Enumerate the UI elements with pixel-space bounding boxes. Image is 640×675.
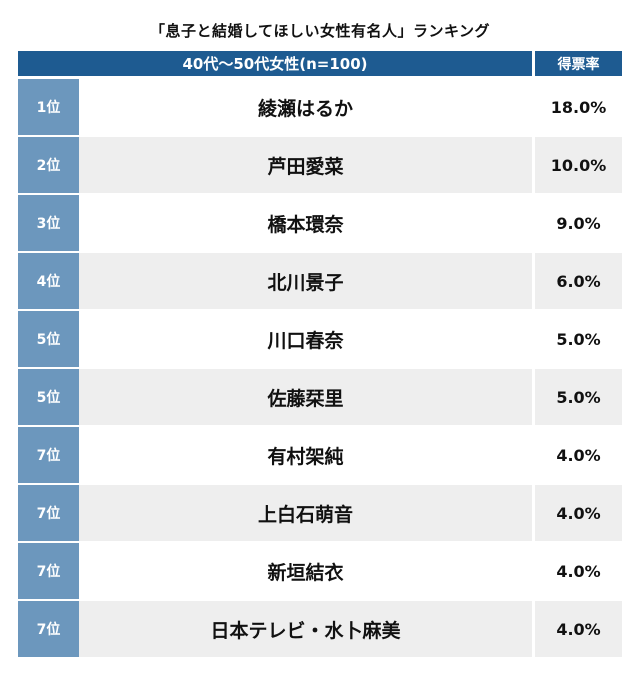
table-row: 5位 川口春奈 5.0% xyxy=(18,311,622,367)
name-cell: 川口春奈 xyxy=(79,311,535,367)
table-header: 40代〜50代女性(n=100) 得票率 xyxy=(18,51,622,76)
table-row: 2位 芦田愛菜 10.0% xyxy=(18,137,622,193)
rate-cell: 18.0% xyxy=(535,79,622,135)
header-rate-label: 得票率 xyxy=(535,51,622,76)
rank-cell: 7位 xyxy=(18,543,79,599)
rate-cell: 5.0% xyxy=(535,311,622,367)
name-cell: 芦田愛菜 xyxy=(79,137,535,193)
name-cell: 橋本環奈 xyxy=(79,195,535,251)
rate-cell: 4.0% xyxy=(535,485,622,541)
rank-cell: 1位 xyxy=(18,79,79,135)
table-row: 5位 佐藤栞里 5.0% xyxy=(18,369,622,425)
name-cell: 佐藤栞里 xyxy=(79,369,535,425)
table-row: 1位 綾瀬はるか 18.0% xyxy=(18,79,622,135)
rank-cell: 7位 xyxy=(18,427,79,483)
rank-cell: 5位 xyxy=(18,369,79,425)
table-row: 7位 上白石萌音 4.0% xyxy=(18,485,622,541)
rate-cell: 4.0% xyxy=(535,427,622,483)
ranking-title: 「息子と結婚してほしい女性有名人」ランキング xyxy=(149,22,491,40)
table-row: 7位 日本テレビ・水卜麻美 4.0% xyxy=(18,601,622,657)
rank-cell: 2位 xyxy=(18,137,79,193)
rank-cell: 5位 xyxy=(18,311,79,367)
rank-cell: 3位 xyxy=(18,195,79,251)
name-cell: 日本テレビ・水卜麻美 xyxy=(79,601,535,657)
rank-cell: 7位 xyxy=(18,485,79,541)
ranking-table: 40代〜50代女性(n=100) 得票率 1位 綾瀬はるか 18.0% 2位 芦… xyxy=(18,51,622,659)
rank-cell: 4位 xyxy=(18,253,79,309)
rank-cell: 7位 xyxy=(18,601,79,657)
name-cell: 新垣結衣 xyxy=(79,543,535,599)
rate-cell: 9.0% xyxy=(535,195,622,251)
table-row: 3位 橋本環奈 9.0% xyxy=(18,195,622,251)
name-cell: 綾瀬はるか xyxy=(79,79,535,135)
header-group-label: 40代〜50代女性(n=100) xyxy=(18,51,532,76)
rate-cell: 5.0% xyxy=(535,369,622,425)
name-cell: 北川景子 xyxy=(79,253,535,309)
rate-cell: 4.0% xyxy=(535,601,622,657)
rate-cell: 10.0% xyxy=(535,137,622,193)
rate-cell: 4.0% xyxy=(535,543,622,599)
name-cell: 上白石萌音 xyxy=(79,485,535,541)
table-row: 4位 北川景子 6.0% xyxy=(18,253,622,309)
name-cell: 有村架純 xyxy=(79,427,535,483)
table-row: 7位 有村架純 4.0% xyxy=(18,427,622,483)
table-row: 7位 新垣結衣 4.0% xyxy=(18,543,622,599)
rate-cell: 6.0% xyxy=(535,253,622,309)
